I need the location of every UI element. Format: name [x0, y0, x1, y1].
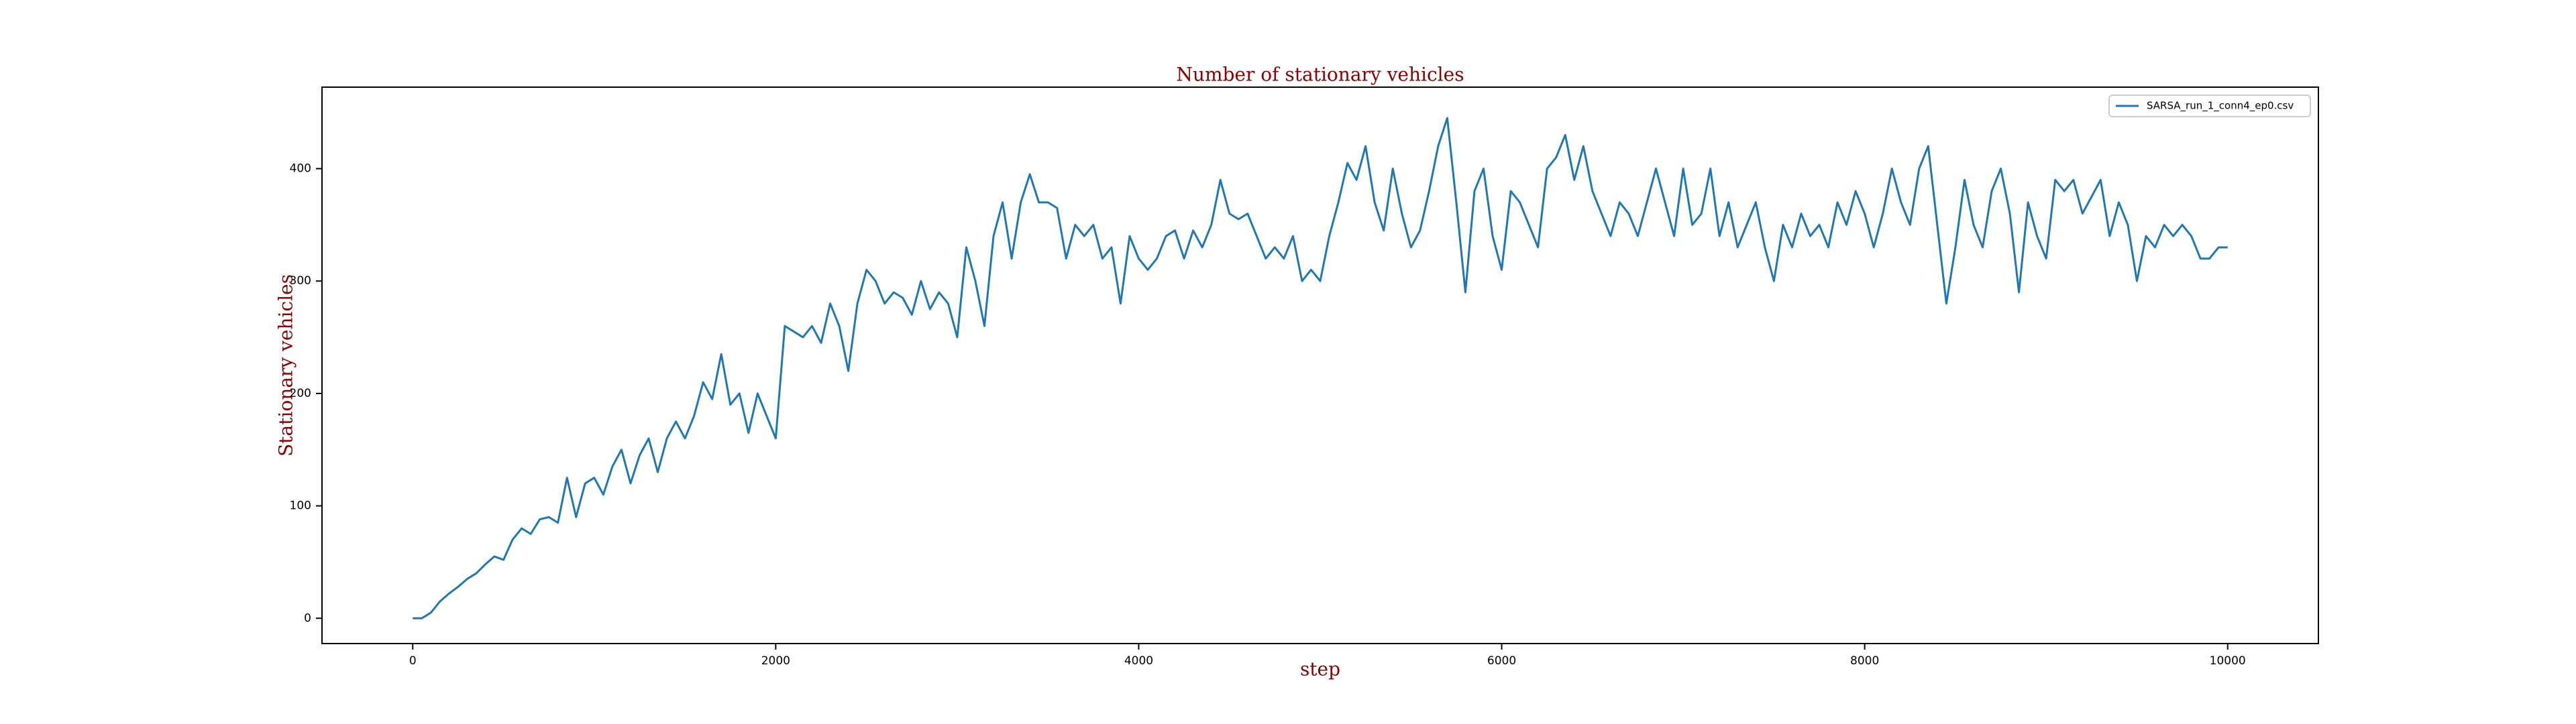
- y-tick-label: 200: [290, 387, 311, 400]
- y-tick-label: 400: [290, 162, 311, 176]
- x-tick-label: 8000: [1850, 654, 1879, 668]
- y-tick-label: 0: [304, 611, 311, 625]
- x-tick-label: 10000: [2210, 654, 2246, 668]
- chart-title: Number of stationary vehicles: [1176, 64, 1464, 86]
- x-axis-label: step: [1300, 658, 1340, 680]
- x-tick-label: 2000: [761, 654, 790, 668]
- legend-box: [2108, 95, 2311, 117]
- legend-label: SARSA_run_1_conn4_ep0.csv: [2147, 100, 2294, 113]
- x-tick-label: 0: [409, 654, 417, 668]
- y-tick-label: 300: [290, 274, 311, 288]
- y-tick-label: 100: [290, 499, 311, 513]
- y-axis-label: Stationary vehicles: [275, 274, 297, 457]
- plot-frame: [321, 86, 2319, 644]
- x-tick-label: 6000: [1487, 654, 1516, 668]
- data-line: [413, 117, 2228, 619]
- x-tick-label: 4000: [1124, 654, 1153, 668]
